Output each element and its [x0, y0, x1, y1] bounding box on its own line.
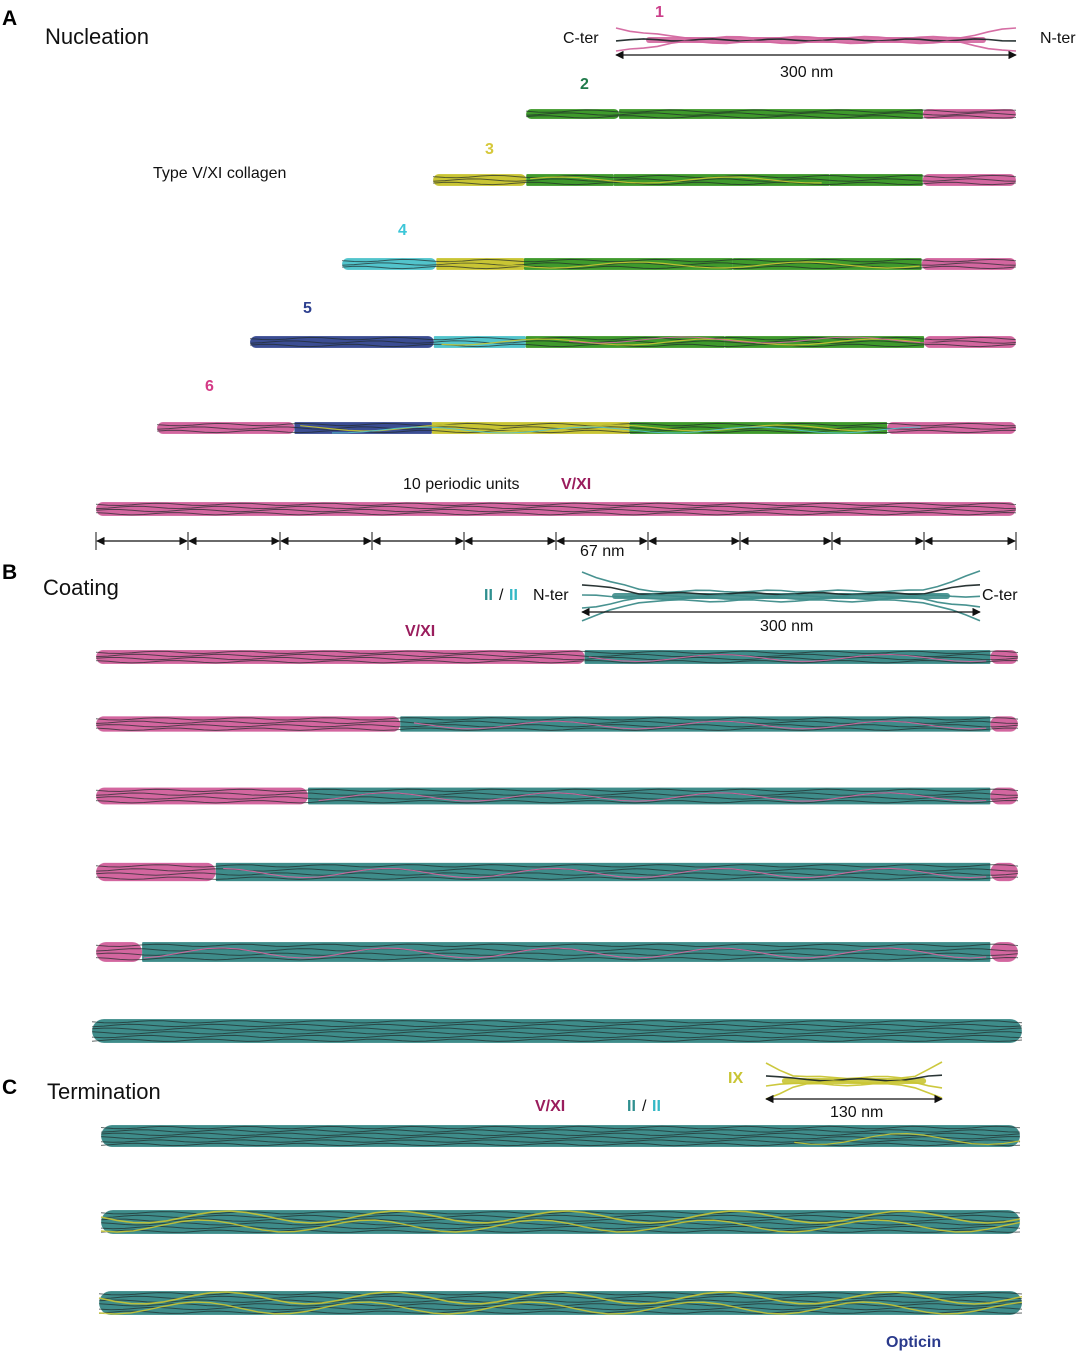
c-terminus-label-b: C-ter	[982, 587, 1018, 604]
termination-fibril-2	[100, 1209, 1021, 1235]
step-number-5: 5	[303, 300, 312, 317]
slash-label-c: /	[642, 1098, 647, 1115]
vxi-label-c: V/XI	[535, 1098, 566, 1115]
type-ii-label-b2: II	[509, 587, 518, 604]
vxi-label-b: V/XI	[405, 623, 436, 640]
step-number-1: 1	[655, 4, 664, 21]
nucleation-step-6	[156, 421, 1017, 435]
type-vxi-collagen-label: Type V/XI collagen	[153, 165, 287, 182]
nucleation-step-5	[249, 335, 1017, 349]
panel-title-termination: Termination	[47, 1079, 161, 1104]
length-300nm-label-b: 300 nm	[760, 618, 814, 635]
panel-letter-a: A	[2, 7, 18, 30]
panel-letter-b: B	[2, 561, 18, 584]
coating-fibril-1	[95, 649, 1019, 665]
termination-fibril-1	[100, 1124, 1021, 1148]
nucleation-step-4	[341, 257, 1017, 271]
termination-fibril-3	[98, 1290, 1023, 1316]
n-terminus-label: N-ter	[1040, 30, 1076, 47]
nucleation-step-2	[525, 108, 1017, 120]
coating-fibril-4	[95, 862, 1019, 882]
length-130nm-label: 130 nm	[830, 1104, 884, 1121]
c-terminus-label: C-ter	[563, 30, 599, 47]
type-ii-molecule	[581, 570, 981, 622]
periodic-units-label: 10 periodic units	[403, 476, 520, 493]
coating-fibril-3	[95, 787, 1019, 805]
type-ix-molecule	[765, 1061, 943, 1100]
step-number-3: 3	[485, 141, 494, 158]
nucleation-step-3	[432, 173, 1017, 187]
length-300nm-label: 300 nm	[780, 64, 834, 81]
type-ii-label-c1: II	[627, 1098, 636, 1115]
type-ix-label: IX	[728, 1070, 744, 1087]
vxi-label-a: V/XI	[561, 476, 592, 493]
coating-fibril-5	[95, 941, 1019, 963]
panel-title-nucleation: Nucleation	[45, 24, 149, 49]
opticin-label: Opticin	[886, 1334, 942, 1351]
slash-label-b: /	[499, 587, 504, 604]
step-number-2: 2	[580, 76, 589, 93]
coating-fibril-6	[91, 1018, 1023, 1044]
step-number-4: 4	[398, 222, 407, 239]
type-ii-label-b1: II	[484, 587, 493, 604]
step-number-6: 6	[205, 378, 214, 395]
vxi-molecule-1	[615, 27, 1017, 52]
type-ii-label-c2: II	[652, 1098, 661, 1115]
coating-fibril-2	[95, 715, 1019, 733]
n-terminus-label-b: N-ter	[533, 587, 569, 604]
panel-title-coating: Coating	[43, 575, 119, 600]
panel-letter-c: C	[2, 1076, 18, 1099]
vxi-fibril-10-units	[95, 501, 1017, 517]
period-67nm-label: 67 nm	[580, 543, 625, 560]
